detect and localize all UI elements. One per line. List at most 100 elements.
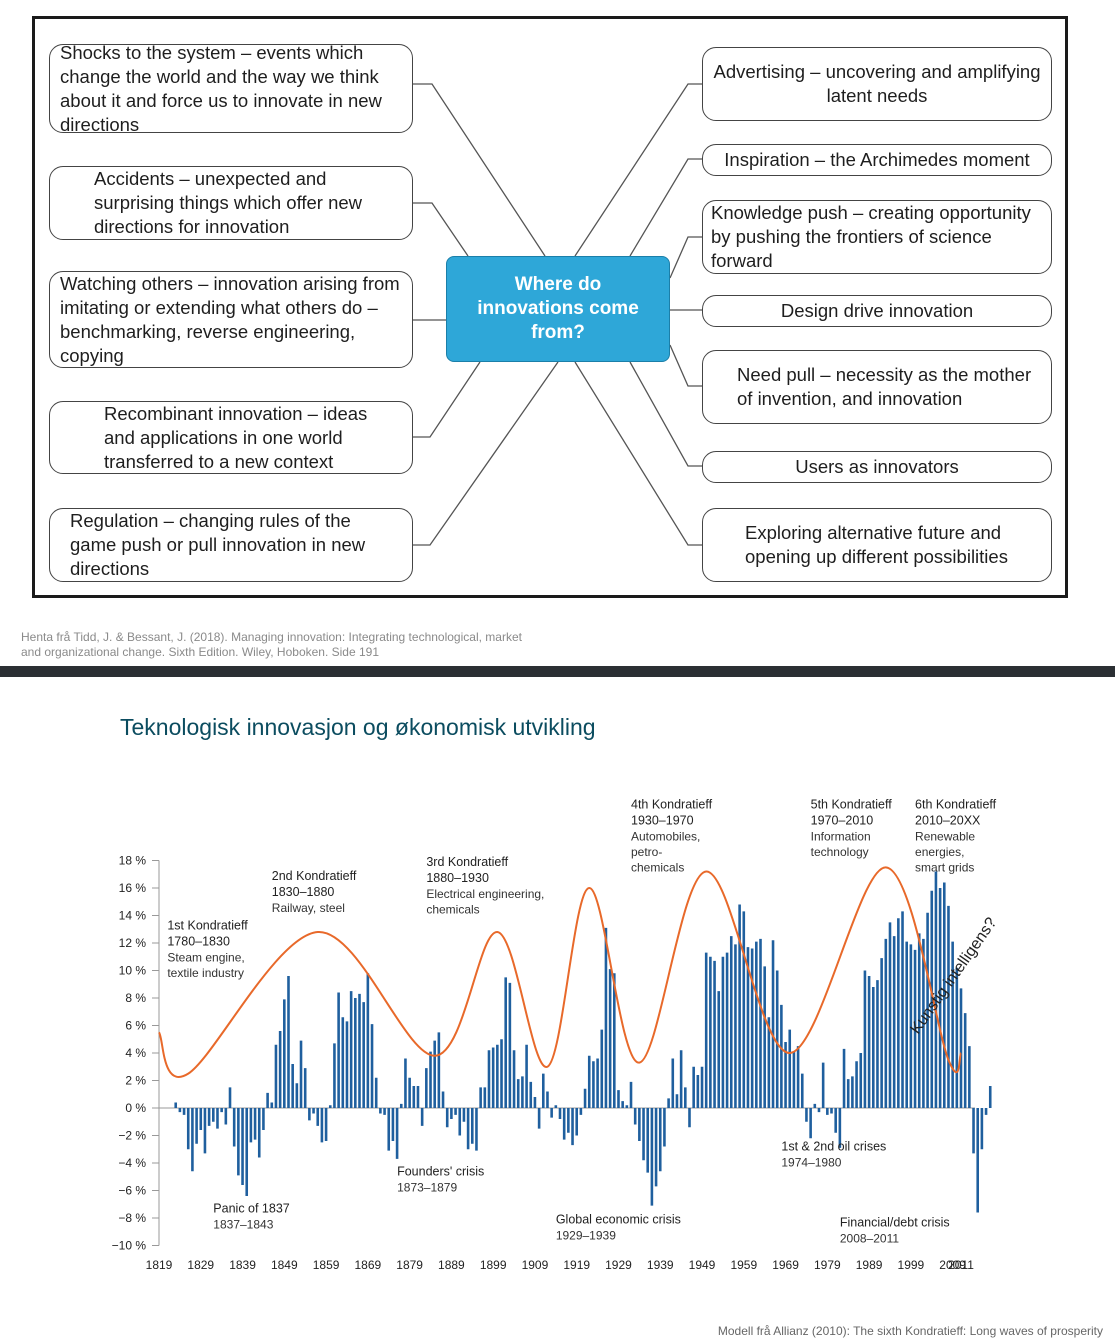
growth-bar xyxy=(817,1108,821,1113)
growth-bar xyxy=(370,1024,374,1108)
growth-bar xyxy=(988,1086,992,1108)
growth-bar xyxy=(625,1105,629,1108)
growth-bar xyxy=(178,1108,182,1113)
growth-bar xyxy=(755,941,758,1108)
growth-bar xyxy=(629,1081,633,1108)
growth-bar xyxy=(901,911,904,1108)
growth-bar xyxy=(354,998,357,1108)
growth-bar xyxy=(266,1092,269,1108)
growth-bar xyxy=(425,1068,428,1108)
growth-bar xyxy=(337,992,340,1108)
growth-bar xyxy=(638,1108,641,1141)
growth-bar xyxy=(867,976,871,1108)
box-recombinant: Recombinant innovation – ideas and appli… xyxy=(49,401,413,474)
growth-bar xyxy=(328,1105,332,1108)
wave-annotation-desc: Information xyxy=(811,829,871,843)
growth-bar xyxy=(855,1061,858,1108)
growth-bar xyxy=(700,1066,704,1108)
growth-bar xyxy=(942,882,946,1108)
growth-bar xyxy=(729,936,733,1108)
growth-bar xyxy=(650,1108,654,1206)
growth-bar xyxy=(876,980,879,1108)
growth-bar xyxy=(600,1029,604,1108)
y-tick-label: 12 % xyxy=(119,936,147,950)
growth-bar xyxy=(613,973,616,1108)
growth-bar xyxy=(646,1108,650,1173)
growth-bar xyxy=(558,1108,562,1119)
growth-bar xyxy=(763,966,766,1108)
growth-bar xyxy=(658,1108,662,1172)
growth-bar xyxy=(775,970,779,1108)
growth-bar xyxy=(871,987,875,1108)
growth-bar xyxy=(512,1050,516,1108)
connector-recombinant xyxy=(412,361,481,438)
growth-bar xyxy=(692,1066,695,1108)
x-tick-label: 1829 xyxy=(187,1258,214,1272)
growth-bar xyxy=(533,1097,537,1108)
growth-bar xyxy=(984,1108,988,1115)
wave-annotation-desc: Renewable xyxy=(915,829,975,843)
growth-bar xyxy=(696,1075,700,1108)
wave-annotation-desc: petro- xyxy=(631,845,662,859)
growth-bar xyxy=(362,1002,365,1108)
growth-bar xyxy=(926,912,929,1108)
growth-bar xyxy=(642,1108,645,1161)
wave-annotation-desc: chemicals xyxy=(426,903,479,917)
box-need-pull: Need pull – necessity as the mother of i… xyxy=(702,350,1052,424)
growth-bar xyxy=(976,1108,980,1213)
wave-annotation-desc: energies, xyxy=(915,845,964,859)
growth-bar xyxy=(780,1004,783,1108)
y-tick-label: −10 % xyxy=(112,1239,147,1253)
growth-bar xyxy=(792,1051,796,1108)
y-tick-label: −8 % xyxy=(118,1211,146,1225)
growth-bar xyxy=(391,1108,395,1141)
growth-bar xyxy=(767,1017,771,1108)
connector-knowledge xyxy=(669,236,703,279)
crisis-label: Founders' crisis xyxy=(397,1164,484,1178)
growth-bar xyxy=(562,1108,566,1140)
crisis-years: 1873–1879 xyxy=(397,1180,457,1194)
box-knowledge-push: Knowledge push – creating opportunity by… xyxy=(702,200,1052,274)
growth-bar xyxy=(237,1108,240,1176)
growth-bar xyxy=(479,1087,482,1108)
box-advertising: Advertising – uncovering and amplifying … xyxy=(702,47,1052,121)
box-inspiration: Inspiration – the Archimedes moment xyxy=(702,144,1052,176)
connector-advertising xyxy=(574,83,703,257)
growth-bar xyxy=(283,999,286,1108)
growth-bar xyxy=(842,1048,846,1108)
crisis-label: 1st & 2nd oil crises xyxy=(781,1140,886,1154)
growth-bar xyxy=(207,1108,211,1126)
growth-bar xyxy=(420,1108,424,1126)
box-accidents: Accidents – unexpected and surprising th… xyxy=(49,166,413,240)
connector-shocks xyxy=(412,83,546,257)
growth-bar xyxy=(262,1108,265,1130)
growth-bar xyxy=(433,1040,436,1108)
growth-bar xyxy=(228,1087,232,1108)
growth-bar xyxy=(450,1108,453,1119)
growth-bar xyxy=(851,1076,854,1108)
growth-bar xyxy=(746,947,750,1108)
growth-bar xyxy=(496,1044,499,1108)
growth-bar xyxy=(888,922,892,1108)
box-exploring: Exploring alternative future and opening… xyxy=(702,508,1052,582)
growth-bar xyxy=(905,941,908,1108)
growth-bar xyxy=(508,982,512,1108)
growth-bar xyxy=(805,1108,808,1122)
growth-bar xyxy=(212,1108,215,1122)
growth-bar xyxy=(654,1108,658,1187)
growth-bar xyxy=(216,1108,219,1129)
growth-bar xyxy=(241,1108,244,1185)
growth-bar xyxy=(596,1058,599,1108)
x-tick-label: 1999 xyxy=(898,1258,925,1272)
growth-bar xyxy=(684,1087,687,1108)
x-tick-label: 1959 xyxy=(730,1258,757,1272)
y-tick-label: 10 % xyxy=(119,964,147,978)
growth-bar xyxy=(550,1108,553,1118)
crisis-label: Global economic crisis xyxy=(556,1213,681,1227)
growth-bar xyxy=(253,1108,257,1140)
growth-bar xyxy=(274,1044,278,1108)
box-users: Users as innovators xyxy=(702,451,1052,483)
growth-bar xyxy=(395,1108,399,1159)
x-tick-label: 1859 xyxy=(313,1258,340,1272)
growth-bar xyxy=(195,1108,198,1144)
